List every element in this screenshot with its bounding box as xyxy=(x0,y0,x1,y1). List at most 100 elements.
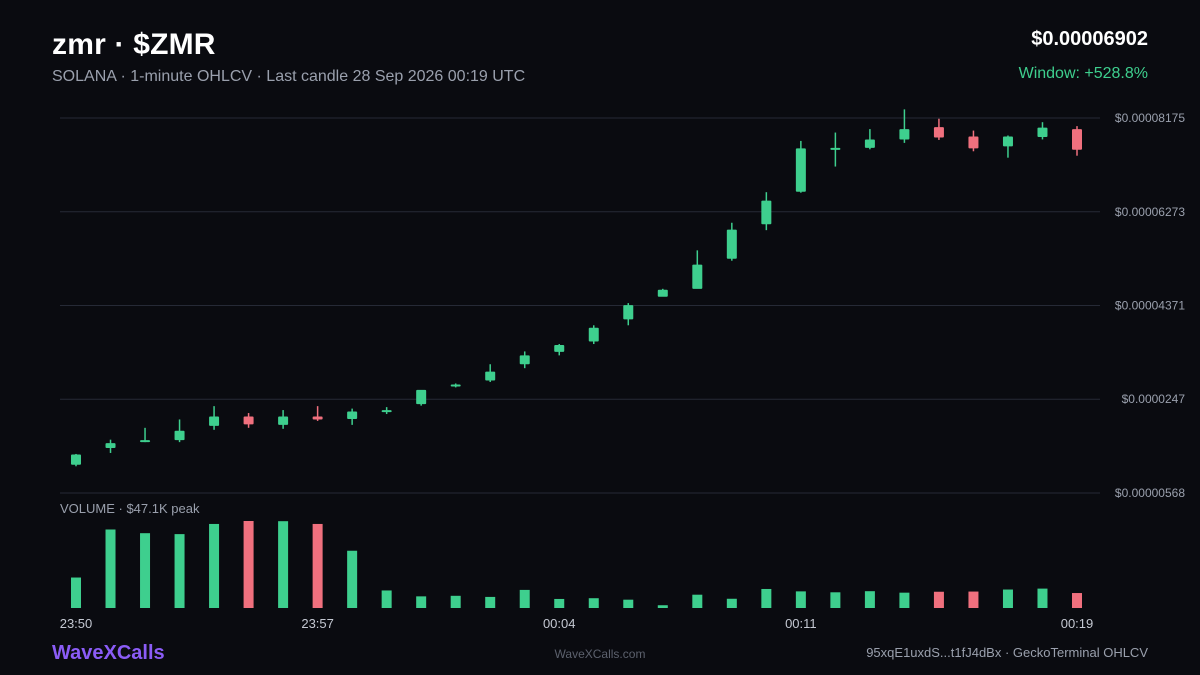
candle xyxy=(519,351,530,369)
volume-bar xyxy=(105,529,116,608)
volume-bar xyxy=(657,605,668,608)
candle xyxy=(1072,126,1082,156)
candle xyxy=(623,303,634,326)
volume-label: VOLUME · $47.1K peak xyxy=(60,501,200,516)
time-tick-label: 23:50 xyxy=(60,616,93,631)
volume-bar xyxy=(726,598,737,608)
candle-body xyxy=(450,384,461,387)
volume-bar xyxy=(312,523,323,608)
candle-body xyxy=(761,200,772,225)
volume-bar xyxy=(1002,589,1013,608)
volume-bar xyxy=(554,598,565,608)
volume-bar xyxy=(830,592,841,608)
volume-bar xyxy=(347,550,358,608)
candle xyxy=(174,419,185,443)
candle-body xyxy=(174,430,185,441)
price-tick-label: $0.00006273 xyxy=(1115,205,1185,219)
candle-body xyxy=(830,147,841,150)
candle-body xyxy=(243,416,254,425)
brand-logo-text: WaveXCalls xyxy=(52,642,165,664)
candle xyxy=(1002,135,1013,158)
volume-bar xyxy=(450,595,461,608)
token-title: zmr · $ZMR xyxy=(52,28,216,61)
candle-body xyxy=(312,416,323,420)
candle-body xyxy=(657,289,668,297)
volume-bar xyxy=(761,588,772,608)
candle xyxy=(864,129,875,150)
volume-bar xyxy=(1037,588,1048,608)
candle xyxy=(968,130,979,152)
candle-body xyxy=(347,411,358,419)
candle-body xyxy=(726,229,737,259)
candle xyxy=(416,389,427,406)
candle xyxy=(795,140,806,193)
volume-bars xyxy=(71,521,1082,608)
candle xyxy=(381,407,392,415)
candle-body xyxy=(1037,127,1048,137)
volume-bar xyxy=(140,533,151,608)
volume-bar xyxy=(519,589,530,608)
candle-body xyxy=(278,416,289,425)
volume-bar xyxy=(899,592,910,608)
price-tick-label: $0.00004371 xyxy=(1115,299,1185,313)
volume-bar xyxy=(588,598,599,608)
candle-body xyxy=(416,389,427,405)
candle-body xyxy=(554,345,565,352)
candle xyxy=(657,288,668,297)
volume-bar xyxy=(795,591,806,608)
candle xyxy=(140,427,151,443)
candle-body xyxy=(1002,136,1013,147)
volume-bar xyxy=(485,596,496,608)
volume-bar xyxy=(864,591,875,608)
window-change: Window: +528.8% xyxy=(1018,65,1148,82)
chart-subtitle: SOLANA · 1-minute OHLCV · Last candle 28… xyxy=(52,68,526,85)
candle xyxy=(450,383,461,388)
candle xyxy=(761,192,772,231)
candle-body xyxy=(968,136,979,149)
data-source: 95xqE1uxdS...t1fJ4dBx · GeckoTerminal OH… xyxy=(866,645,1148,660)
volume-bar xyxy=(416,596,427,608)
candle xyxy=(726,222,737,261)
candle-body xyxy=(899,129,910,140)
candle-body xyxy=(71,454,81,465)
candle-body xyxy=(588,327,599,342)
candle xyxy=(209,406,220,430)
candle-body xyxy=(795,148,806,192)
candle-body xyxy=(933,127,944,138)
price-tick-label: $0.0000247 xyxy=(1122,392,1186,406)
candle xyxy=(278,410,289,429)
time-axis: 23:50 23:57 00:04 00:11 00:19 xyxy=(60,616,1094,631)
site-url: WaveXCalls.com xyxy=(554,647,646,661)
candle-body xyxy=(485,371,496,381)
volume-bar xyxy=(933,591,944,608)
volume-bar xyxy=(1072,593,1082,608)
price-axis: $0.00000568 $0.0000247 $0.00004371 $0.00006… xyxy=(1115,111,1185,500)
candle-body xyxy=(519,355,530,365)
current-price: $0.00006902 xyxy=(1031,28,1148,50)
time-tick-label: 23:57 xyxy=(301,616,334,631)
candle xyxy=(554,344,565,356)
candle xyxy=(312,406,323,421)
price-tick-label: $0.00008175 xyxy=(1115,111,1185,125)
candle xyxy=(588,325,599,345)
candle-body xyxy=(623,305,634,320)
volume-bar xyxy=(243,521,254,608)
candle xyxy=(1037,122,1048,140)
candle-body xyxy=(381,410,392,413)
price-tick-label: $0.00000568 xyxy=(1115,486,1185,500)
candle xyxy=(830,132,841,167)
time-tick-label: 00:11 xyxy=(785,616,817,631)
volume-bar xyxy=(209,523,220,608)
candle-body xyxy=(692,264,703,289)
volume-bar xyxy=(381,590,392,608)
volume-bar xyxy=(968,591,979,608)
candle-body xyxy=(209,416,220,426)
volume-bar xyxy=(71,577,81,608)
candle xyxy=(899,109,910,143)
candle xyxy=(71,453,81,467)
candle xyxy=(692,250,703,289)
candle-body xyxy=(864,139,875,148)
volume-bar xyxy=(174,534,185,608)
candle xyxy=(347,408,358,425)
candle xyxy=(105,439,116,453)
